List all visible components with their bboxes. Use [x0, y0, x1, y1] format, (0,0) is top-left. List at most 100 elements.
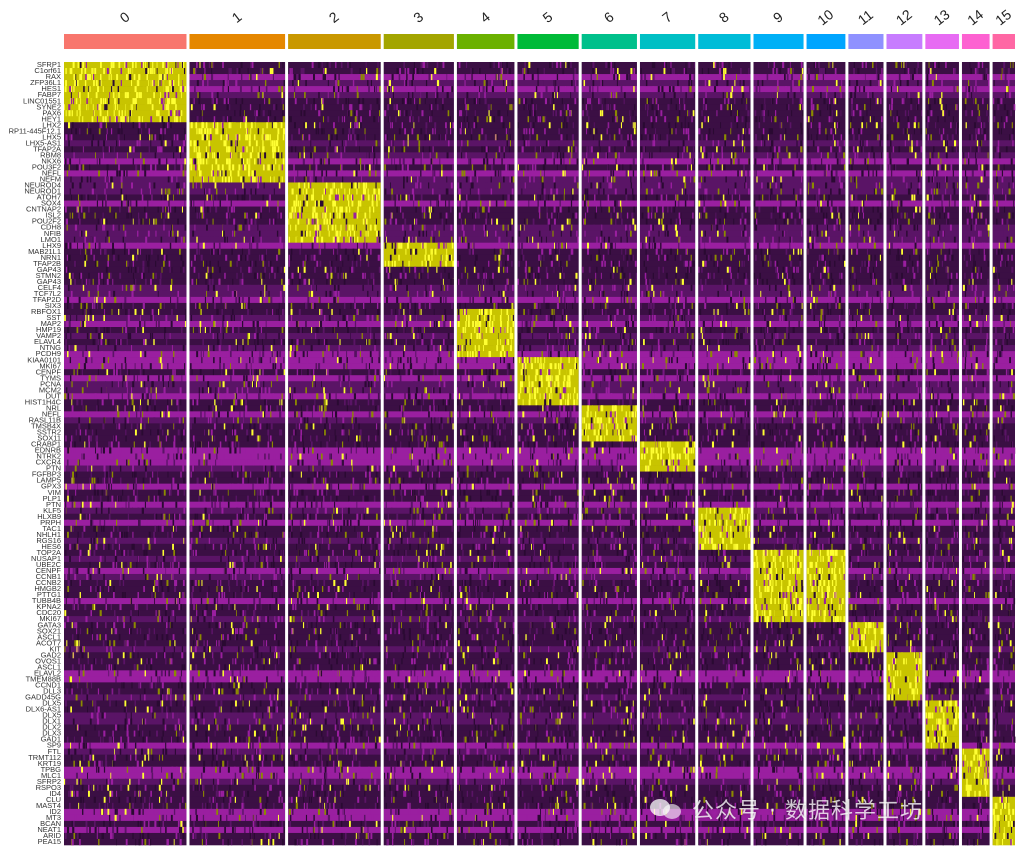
heat-cell	[424, 212, 427, 219]
heat-cell	[630, 134, 632, 141]
heat-cell	[261, 92, 263, 99]
heat-cell	[918, 170, 921, 177]
heat-row-segment	[848, 116, 884, 123]
heat-cell	[235, 146, 237, 153]
heat-cell	[881, 236, 883, 243]
heat-cell	[758, 122, 761, 129]
heat-row-segment	[517, 188, 579, 195]
heat-cell	[70, 176, 72, 183]
heat-cell	[934, 62, 937, 69]
heat-cell	[163, 224, 165, 231]
heat-cell	[295, 200, 298, 207]
heat-cell	[724, 218, 725, 225]
heat-cell	[570, 62, 572, 69]
heat-cell	[630, 230, 632, 237]
heat-cell	[316, 200, 318, 207]
heat-cell	[555, 176, 558, 183]
heat-cell	[892, 146, 895, 153]
heat-cell	[211, 164, 213, 171]
heat-cell	[549, 224, 551, 231]
heat-cell	[763, 92, 766, 99]
heat-cell	[936, 170, 938, 177]
heat-cell	[827, 152, 829, 159]
heat-cell	[174, 116, 176, 123]
heat-cell	[358, 74, 360, 81]
heat-cell	[739, 218, 742, 225]
heat-cell	[682, 152, 684, 159]
heat-cell	[746, 122, 748, 129]
heat-cell	[222, 224, 225, 231]
heat-cell	[248, 224, 251, 231]
heat-cell	[101, 110, 104, 117]
heat-cell	[483, 146, 485, 153]
heat-cell	[932, 230, 933, 237]
heat-cell	[775, 164, 778, 171]
heat-cell	[212, 218, 214, 225]
heat-cell	[966, 92, 969, 99]
heat-cell	[487, 170, 490, 177]
heat-cell	[300, 236, 303, 243]
heat-cell	[1007, 212, 1009, 219]
heat-cell	[840, 230, 843, 237]
heat-cell	[429, 116, 431, 123]
heat-cell	[443, 230, 445, 237]
heat-cell	[390, 230, 392, 237]
heat-cell	[428, 146, 431, 153]
heat-cell	[239, 104, 242, 111]
heat-cell	[539, 212, 541, 219]
heat-cell	[544, 98, 548, 105]
heat-cell	[199, 62, 201, 69]
heat-cell	[814, 194, 816, 201]
heat-cell	[931, 92, 934, 99]
heat-cell	[945, 176, 947, 183]
heat-cell	[154, 164, 157, 171]
heat-cell	[896, 110, 898, 117]
heat-cell	[277, 128, 280, 135]
heat-cell	[102, 92, 105, 99]
heat-cell	[609, 152, 611, 159]
heat-cell	[531, 164, 534, 171]
heat-cell	[230, 152, 232, 159]
heat-cell	[371, 200, 374, 207]
heat-cell	[670, 68, 672, 75]
heat-cell	[819, 206, 821, 213]
heat-cell	[163, 110, 165, 117]
heat-cell	[159, 104, 162, 111]
heat-cell	[481, 206, 485, 213]
heat-cell	[670, 164, 672, 171]
cluster-label-0: 0	[117, 8, 133, 26]
heat-cell	[942, 128, 945, 135]
heat-cell	[717, 230, 719, 237]
heat-cell	[742, 128, 744, 135]
heat-cell	[830, 170, 833, 177]
heat-cell	[586, 110, 589, 117]
heat-row-segment	[848, 104, 884, 111]
heat-cell	[493, 62, 495, 69]
heat-cell	[957, 182, 959, 189]
heat-cell	[401, 122, 403, 129]
heat-cell	[247, 218, 250, 225]
heat-cell	[965, 122, 967, 129]
cluster-label-9: 9	[770, 8, 786, 26]
cluster-label-2: 2	[326, 8, 342, 26]
heat-cell	[397, 110, 400, 117]
heat-cell	[756, 92, 759, 99]
heat-cell	[253, 134, 256, 141]
heat-cell	[77, 242, 78, 250]
heat-cell	[586, 194, 589, 201]
heat-cell	[196, 212, 199, 219]
heat-cell	[1001, 218, 1004, 225]
heat-cell	[670, 98, 673, 105]
heat-cell	[684, 224, 686, 231]
heat-cell	[596, 236, 598, 243]
heat-cell	[248, 140, 251, 147]
heat-cell	[672, 80, 675, 87]
heat-cell	[275, 86, 277, 93]
heat-cell	[252, 236, 255, 243]
heat-cell	[107, 110, 109, 117]
heat-cell	[175, 158, 178, 165]
heat-cell	[305, 230, 308, 237]
heat-cell	[856, 194, 858, 201]
heat-cell	[322, 74, 325, 81]
heat-cell	[593, 188, 596, 195]
